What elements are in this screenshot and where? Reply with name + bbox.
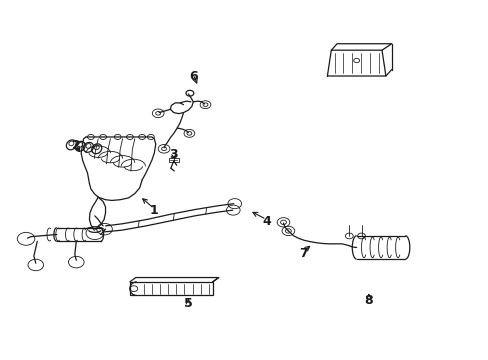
Text: 8: 8	[364, 294, 372, 307]
Text: 4: 4	[262, 215, 270, 228]
Bar	[168, 158, 178, 162]
Text: 6: 6	[188, 69, 197, 82]
Text: 7: 7	[298, 247, 307, 260]
Text: 3: 3	[169, 148, 178, 161]
Bar	[130, 282, 212, 296]
Text: 1: 1	[150, 204, 158, 217]
Text: 2: 2	[72, 139, 81, 152]
Text: 5: 5	[183, 297, 192, 310]
